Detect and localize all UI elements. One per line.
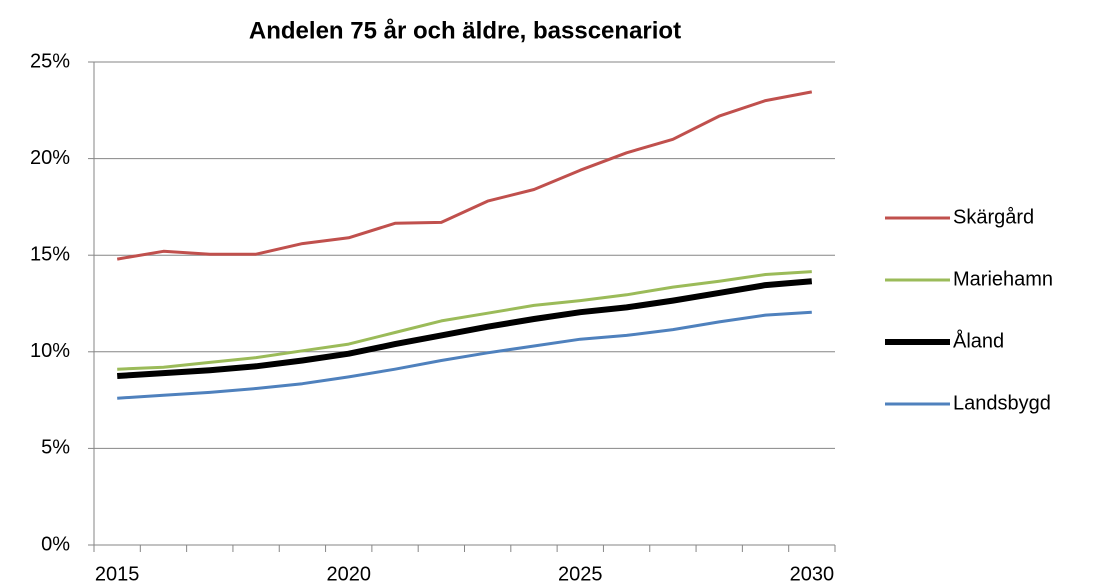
legend-label: Åland (953, 329, 1004, 352)
x-tick-label: 2030 (790, 563, 835, 585)
series-line (116, 90, 813, 261)
y-tick-label: 25% (30, 50, 70, 72)
legend-label: Mariehamn (953, 268, 1053, 290)
legend-label: Landsbygd (953, 392, 1051, 414)
y-tick-label: 15% (30, 243, 70, 265)
series-line (117, 270, 812, 371)
x-tick-label: 2015 (95, 563, 140, 585)
x-tick-label: 2020 (326, 563, 371, 585)
series-line (117, 278, 813, 379)
x-tick-label: 2025 (558, 563, 603, 585)
y-tick-label: 20% (30, 147, 70, 169)
chart-title: Andelen 75 år och äldre, basscenariot (249, 17, 681, 44)
y-tick-label: 0% (41, 533, 70, 555)
legend-label: Skärgård (953, 206, 1034, 228)
y-tick-label: 10% (30, 340, 70, 362)
y-tick-label: 5% (41, 437, 70, 459)
series-line (117, 310, 812, 400)
